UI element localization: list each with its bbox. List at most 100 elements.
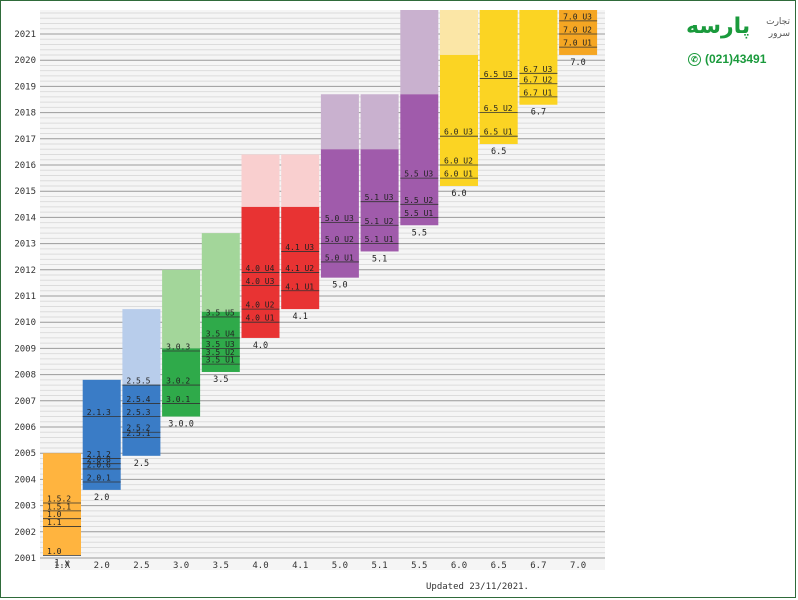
y-tick-label: 2011 [14, 292, 36, 302]
y-tick-label: 2021 [14, 30, 36, 40]
x-tick-label: 6.7 [530, 561, 546, 571]
update-label: 4.1 U3 [285, 243, 314, 252]
y-tick-label: 2001 [14, 554, 36, 564]
update-label: 5.0 U2 [325, 235, 354, 244]
y-tick-label: 2004 [14, 475, 36, 485]
version-label: 7.0 [570, 58, 585, 68]
y-tick-label: 2003 [14, 502, 36, 512]
x-tick-label: 4.0 [252, 561, 268, 571]
brand-subtitle-line2: سرور [768, 29, 790, 39]
y-tick-label: 2017 [14, 135, 36, 145]
x-axis-labels: 1.X 2.0 2.5 3.0 3.5 4.0 4.1 5.0 5.1 5.5 6.0 6.5 6.7 7… [54, 561, 586, 571]
update-label: 2.0.6 [87, 460, 111, 469]
update-label: 1.0 [47, 547, 62, 556]
brand-subtitle: تجارت سرور [760, 16, 790, 40]
version-label: 5.1 [372, 254, 387, 264]
version-label: 5.5 [412, 228, 427, 238]
version-bar [122, 385, 161, 456]
support-extension-bar [241, 154, 280, 207]
update-label: 3.0.1 [166, 395, 190, 404]
x-tick-label: 2.5 [133, 561, 149, 571]
y-tick-label: 2016 [14, 161, 36, 171]
updated-note: Updated 23/11/2021. [426, 582, 529, 592]
x-tick-label: 5.0 [332, 561, 348, 571]
brand-subtitle-line1: تجارت [766, 17, 790, 27]
update-label: 2.5.5 [126, 377, 150, 386]
update-label: 2.5.4 [126, 395, 150, 404]
y-tick-label: 2020 [14, 56, 36, 66]
version-bar [201, 311, 240, 372]
update-label: 2.5.1 [126, 429, 150, 438]
update-label: 2.0.8 [87, 455, 111, 464]
version-bar [281, 206, 320, 310]
support-extension-bar [162, 269, 201, 349]
update-label: 2.5.3 [126, 408, 150, 417]
support-extension-bar [201, 233, 240, 312]
y-tick-label: 2013 [14, 240, 36, 250]
update-label: 2.5.2 [126, 424, 150, 433]
update-label: 6.0 U3 [444, 128, 473, 137]
support-extension-bar [281, 154, 320, 207]
update-label: 5.1 U3 [365, 193, 394, 202]
version-bar [43, 453, 81, 556]
update-label: 2.0.1 [87, 474, 111, 483]
version-bar [400, 94, 439, 226]
version-label: 6.7 [531, 108, 546, 118]
x-tick-label: 5.1 [371, 561, 387, 571]
y-tick-label: 2002 [14, 528, 36, 538]
support-extension-bar [122, 309, 161, 386]
update-label: 4.1 U2 [285, 264, 314, 273]
y-tick-label: 2006 [14, 423, 36, 433]
version-label: 6.5 [491, 147, 506, 157]
version-bar [360, 149, 399, 252]
version-label: 4.0 [253, 341, 268, 351]
y-tick-label: 2018 [14, 109, 36, 119]
y-tick-label: 2014 [14, 213, 36, 223]
update-label: 3.5 U4 [206, 329, 235, 338]
x-tick-label: 6.5 [491, 561, 507, 571]
y-tick-label: 2015 [14, 187, 36, 197]
update-label: 6.0 U2 [444, 157, 473, 166]
update-label: 3.5 U1 [206, 356, 235, 365]
y-tick-label: 2009 [14, 344, 36, 354]
contact-phone[interactable]: ✆ (021)43491 [688, 52, 766, 66]
y-tick-label: 2008 [14, 371, 36, 381]
update-label: 5.0 U3 [325, 214, 354, 223]
version-label: 1.x [54, 558, 69, 568]
version-bar [82, 379, 121, 490]
version-bar [162, 348, 201, 417]
phone-number: (021)43491 [705, 52, 767, 66]
support-extension-bar [400, 10, 439, 95]
x-tick-label: 6.0 [451, 561, 467, 571]
support-extension-bar [440, 10, 478, 55]
update-label: 4.0 U2 [246, 301, 275, 310]
phone-icon: ✆ [688, 53, 701, 66]
update-label: 2.1.3 [87, 408, 111, 417]
version-label: 4.1 [293, 312, 308, 322]
update-label: 3.0.3 [166, 343, 190, 352]
update-label: 6.7 U1 [523, 88, 552, 97]
support-extension-bar [320, 94, 359, 150]
update-label: 5.5 U2 [404, 196, 433, 205]
update-label: 5.5 U1 [404, 209, 433, 218]
y-axis-labels: 2001 2002 2003 2004 2005 2006 2007 2008 2009 2010… [14, 30, 36, 564]
update-label: 4.1 U1 [285, 282, 314, 291]
version-bar [320, 149, 359, 278]
x-tick-label: 3.5 [213, 561, 229, 571]
version-label: 5.0 [332, 281, 347, 291]
y-tick-label: 2012 [14, 266, 36, 276]
y-tick-label: 2005 [14, 449, 36, 459]
y-tick-label: 2007 [14, 397, 36, 407]
update-label: 7.0 U1 [563, 39, 592, 48]
update-label: 7.0 U2 [563, 26, 592, 35]
update-label: 1.0 [47, 510, 62, 519]
update-label: 3.5 U2 [206, 348, 235, 357]
update-label: 1.5.2 [47, 494, 71, 503]
update-label: 7.0 U3 [563, 12, 592, 21]
version-label: 3.0.0 [168, 420, 194, 430]
x-tick-label: 3.0 [173, 561, 189, 571]
update-label: 1.5.1 [47, 502, 71, 511]
update-label: 6.0 U1 [444, 170, 473, 179]
version-label: 2.0 [94, 493, 109, 503]
update-label: 5.1 U1 [365, 235, 394, 244]
